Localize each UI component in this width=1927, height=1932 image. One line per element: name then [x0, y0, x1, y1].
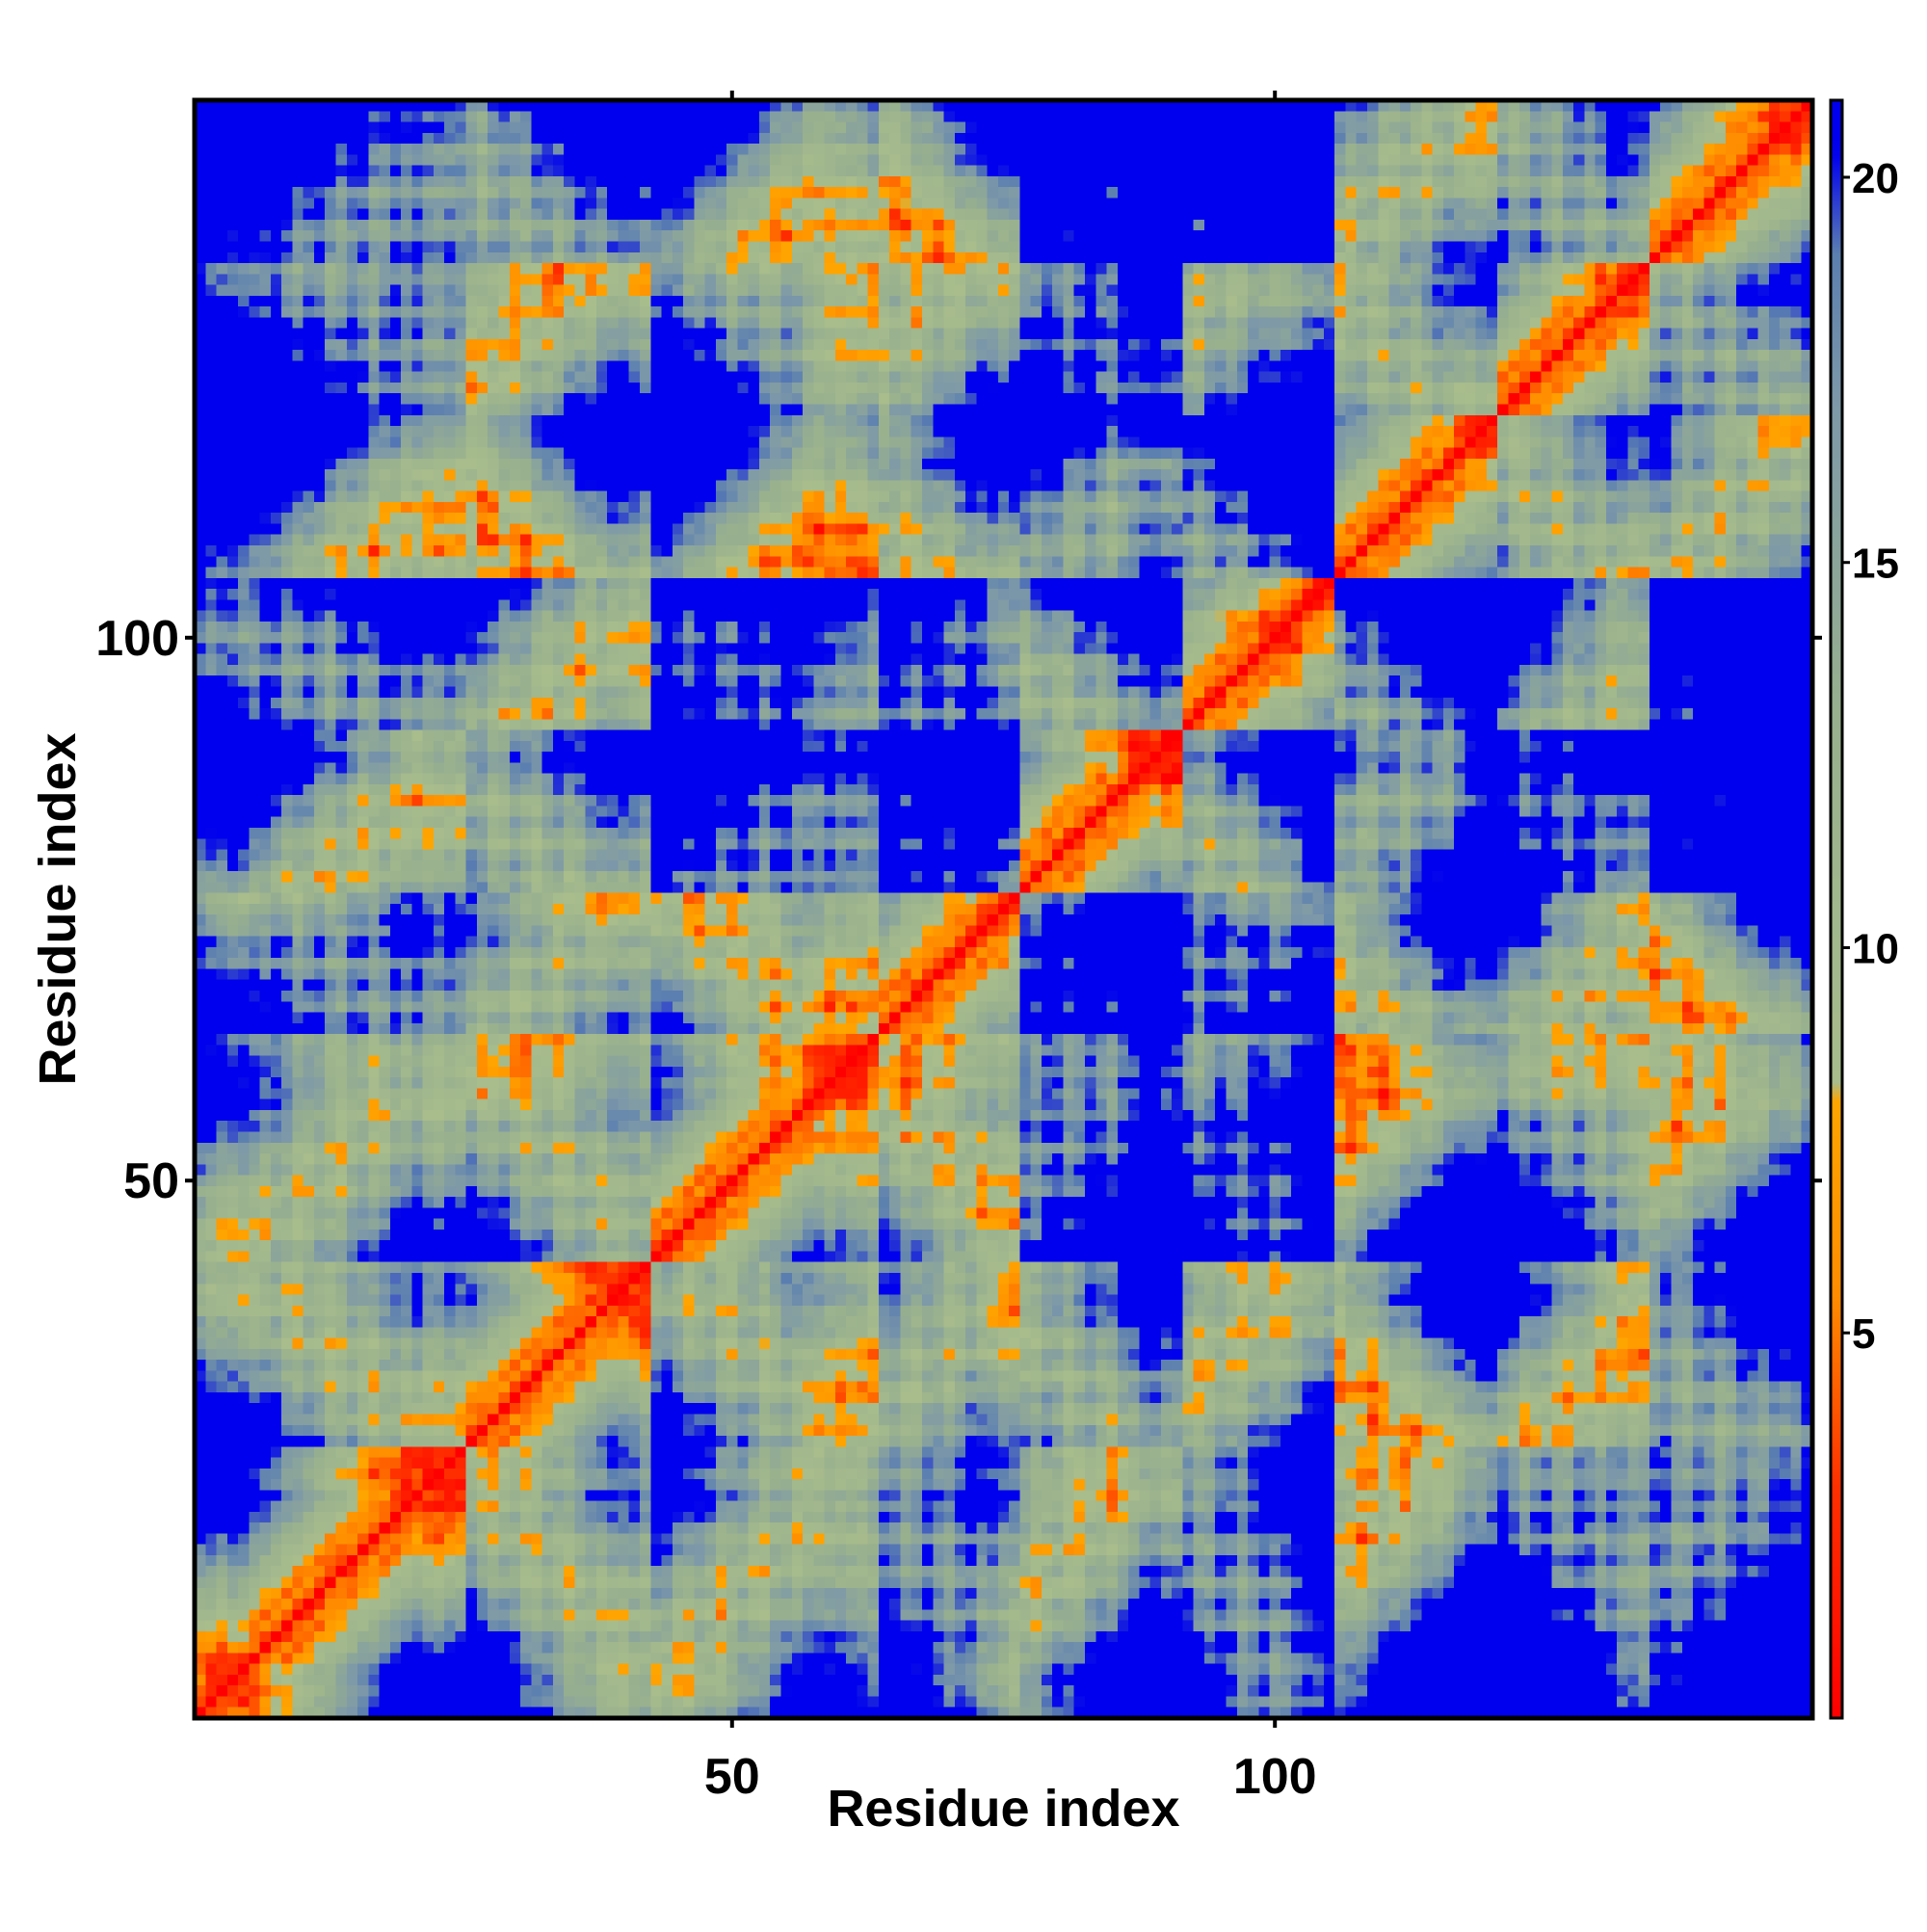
x-tick-label: 50: [704, 1749, 760, 1805]
colorbar-gradient: [1829, 98, 1844, 1720]
heatmap: [195, 100, 1812, 1718]
colorbar-tick-label: 20: [1852, 155, 1899, 202]
y-axis-label: Residue index: [29, 732, 87, 1085]
colorbar-tick-label: 5: [1852, 1310, 1875, 1358]
y-tick-label: 100: [95, 611, 179, 667]
plot-frame: [192, 97, 1815, 1721]
y-tick-label: 50: [123, 1153, 179, 1209]
heatmap-cells: [195, 100, 1812, 1718]
x-tick-label: 100: [1233, 1749, 1317, 1805]
colorbar-tick-label: 10: [1852, 925, 1899, 972]
x-axis-label: Residue index: [827, 1780, 1179, 1838]
colorbar-tick-label: 15: [1852, 541, 1899, 588]
axes: 50 100 50 100: [95, 91, 1822, 1805]
colorbar: 5 10 15 20: [1829, 98, 1899, 1720]
